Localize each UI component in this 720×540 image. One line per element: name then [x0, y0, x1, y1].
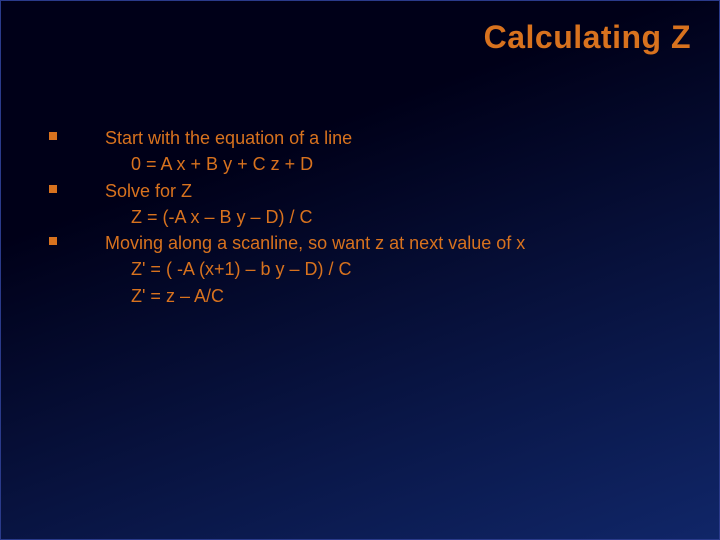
bullet-text: Solve for Z	[105, 179, 679, 203]
bullet-marker-icon	[49, 237, 57, 245]
bullet-text: Moving along a scanline, so want z at ne…	[105, 231, 679, 255]
bullet-subtext: Z' = ( -A (x+1) – b y – D) / C	[49, 257, 679, 281]
bullet-subtext: Z' = z – A/C	[49, 284, 679, 308]
bullet-text: Start with the equation of a line	[105, 126, 679, 150]
bullet-subtext: 0 = A x + B y + C z + D	[49, 152, 679, 176]
bullet-item: Moving along a scanline, so want z at ne…	[49, 231, 679, 255]
bullet-marker-icon	[49, 132, 57, 140]
slide: Calculating Z Start with the equation of…	[0, 0, 720, 540]
slide-title: Calculating Z	[484, 19, 691, 56]
bullet-marker-icon	[49, 185, 57, 193]
bullet-item: Solve for Z	[49, 179, 679, 203]
bullet-subtext: Z = (-A x – B y – D) / C	[49, 205, 679, 229]
slide-body: Start with the equation of a line 0 = A …	[49, 126, 679, 310]
bullet-item: Start with the equation of a line	[49, 126, 679, 150]
